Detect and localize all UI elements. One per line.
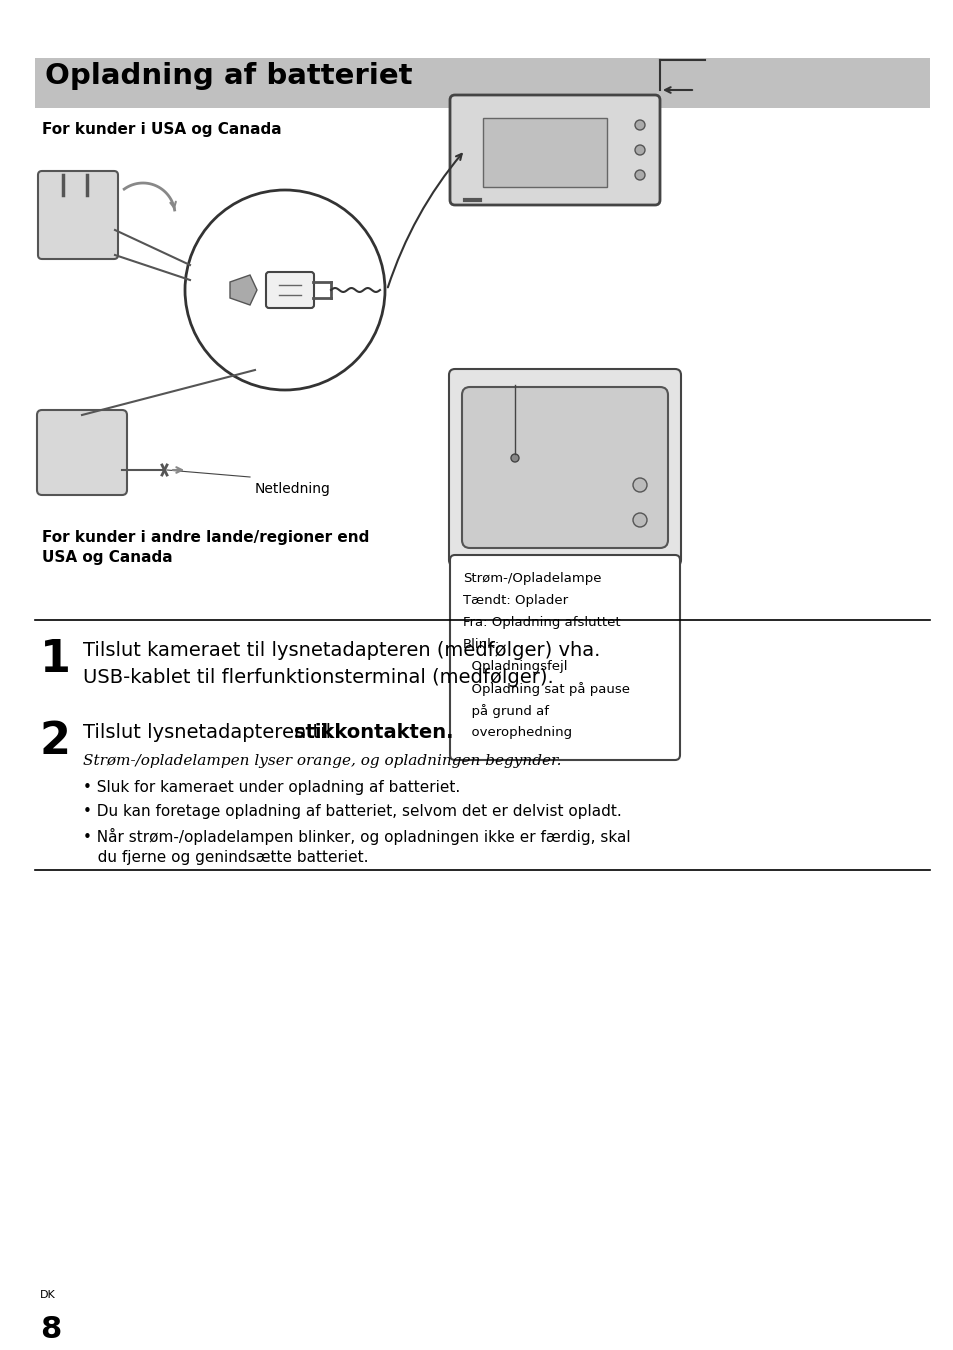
- Text: Opladningsfejl: Opladningsfejl: [462, 660, 567, 674]
- Bar: [35, 58, 929, 108]
- Text: • Sluk for kameraet under opladning af batteriet.: • Sluk for kameraet under opladning af b…: [83, 780, 459, 795]
- Text: • Når strøm-/opladelampen blinker, og opladningen ikke er færdig, skal: • Når strøm-/opladelampen blinker, og op…: [83, 828, 630, 845]
- Text: Opladning sat på pause: Opladning sat på pause: [462, 682, 629, 697]
- FancyBboxPatch shape: [482, 117, 606, 188]
- Text: på grund af: på grund af: [462, 703, 548, 718]
- FancyBboxPatch shape: [266, 271, 314, 308]
- Circle shape: [185, 190, 385, 390]
- FancyBboxPatch shape: [449, 369, 680, 566]
- Text: 1: 1: [40, 639, 71, 680]
- Text: USB-kablet til flerfunktionsterminal (medfølger).: USB-kablet til flerfunktionsterminal (me…: [83, 668, 553, 687]
- FancyBboxPatch shape: [461, 387, 667, 548]
- Text: Tændt: Oplader: Tændt: Oplader: [462, 594, 568, 608]
- FancyBboxPatch shape: [37, 410, 127, 495]
- Circle shape: [635, 144, 644, 155]
- Text: du fjerne og genindsætte batteriet.: du fjerne og genindsætte batteriet.: [83, 850, 368, 865]
- Text: For kunder i andre lande/regioner end
USA og Canada: For kunder i andre lande/regioner end US…: [42, 531, 369, 564]
- FancyBboxPatch shape: [450, 555, 679, 760]
- Text: stikkontakten.: stikkontakten.: [294, 724, 454, 742]
- Text: Strøm-/Opladelampe: Strøm-/Opladelampe: [462, 572, 601, 585]
- FancyBboxPatch shape: [450, 95, 659, 205]
- Text: Strøm-/opladelampen lyser orange, og opladningen begynder.: Strøm-/opladelampen lyser orange, og opl…: [83, 755, 561, 768]
- Text: Opladning af batteriet: Opladning af batteriet: [45, 62, 412, 90]
- Text: Fra: Opladning afsluttet: Fra: Opladning afsluttet: [462, 616, 620, 629]
- Circle shape: [635, 170, 644, 180]
- Text: Netledning: Netledning: [254, 482, 331, 495]
- Text: Tilslut kameraet til lysnetadapteren (medfølger) vha.: Tilslut kameraet til lysnetadapteren (me…: [83, 641, 599, 660]
- Text: DK: DK: [40, 1291, 55, 1300]
- Text: 2: 2: [40, 720, 71, 763]
- Text: overophedning: overophedning: [462, 726, 572, 738]
- Circle shape: [633, 478, 646, 491]
- Text: Blink:: Blink:: [462, 639, 499, 651]
- Polygon shape: [230, 275, 256, 305]
- Text: • Du kan foretage opladning af batteriet, selvom det er delvist opladt.: • Du kan foretage opladning af batteriet…: [83, 805, 621, 819]
- Text: For kunder i USA og Canada: For kunder i USA og Canada: [42, 122, 281, 136]
- Circle shape: [633, 513, 646, 526]
- Text: 8: 8: [40, 1315, 61, 1345]
- Circle shape: [635, 120, 644, 130]
- Text: Tilslut lysnetadapteren til: Tilslut lysnetadapteren til: [83, 724, 337, 742]
- Circle shape: [511, 454, 518, 462]
- FancyBboxPatch shape: [38, 171, 118, 259]
